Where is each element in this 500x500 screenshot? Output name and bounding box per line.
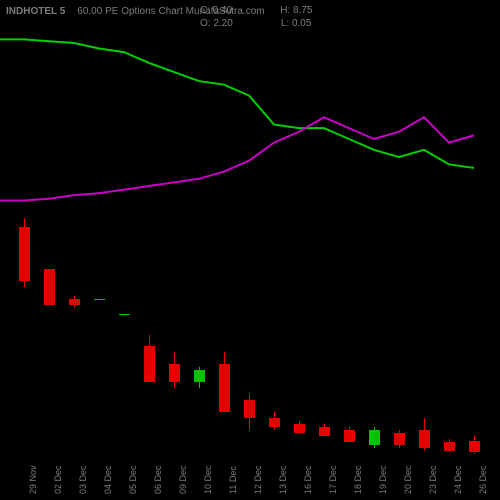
candle-body [144, 346, 155, 382]
line-series-1 [0, 39, 474, 168]
candle-body [419, 430, 430, 448]
candle-body [119, 314, 130, 315]
candle-body [469, 441, 480, 452]
indicator-lines [0, 0, 500, 500]
candle-body [294, 424, 305, 433]
candle-body [344, 430, 355, 442]
candle-body [169, 364, 180, 382]
candle-body [69, 299, 80, 305]
candle-body [19, 227, 30, 281]
ohlc-high: H: 8.75 [280, 4, 312, 17]
candle-body [269, 418, 280, 427]
candle-body [194, 370, 205, 382]
line-series-2 [0, 117, 474, 200]
ohlc-readout: C: 0.40 H: 8.75 O: 2.20 L: 0.05 [200, 4, 313, 30]
chart-area: INDHOTEL 5 60.00 PE Options Chart Munafa… [0, 0, 500, 500]
candle-body [219, 364, 230, 412]
candle-body [444, 442, 455, 451]
candle-body [244, 400, 255, 418]
candle-body [94, 299, 105, 300]
ohlc-open: O: 2.20 [200, 17, 233, 30]
symbol: INDHOTEL 5 [6, 6, 65, 17]
ohlc-low: L: 0.05 [281, 17, 312, 30]
x-axis: 29 Nov02 Dec03 Dec04 Dec05 Dec06 Dec09 D… [0, 454, 500, 500]
candle-body [394, 433, 405, 445]
candle-body [319, 427, 330, 436]
candle-body [44, 269, 55, 305]
ohlc-close: C: 0.40 [200, 4, 232, 17]
candle-body [369, 430, 380, 445]
